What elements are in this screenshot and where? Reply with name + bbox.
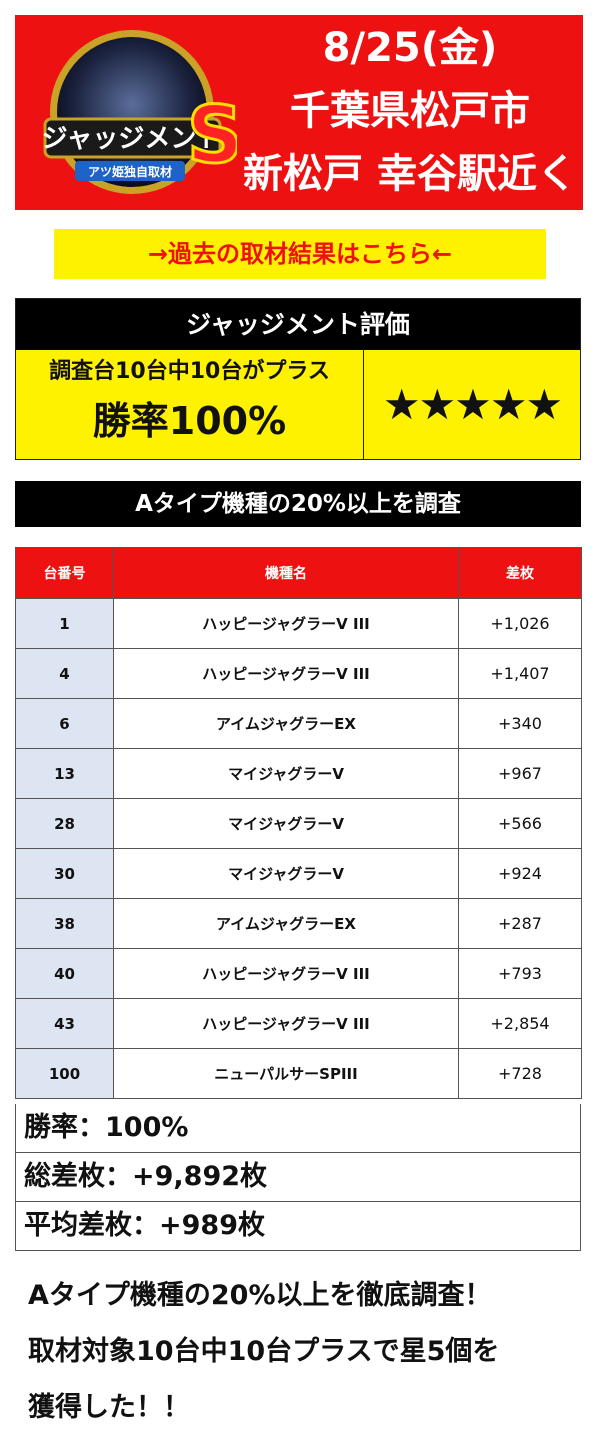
footer-line-2: 取材対象10台中10台プラスで星5個を	[28, 1336, 500, 1367]
event-location: 千葉県松戸市	[290, 88, 530, 134]
machine-number: 4	[15, 648, 114, 699]
header-difference: 差枚	[458, 547, 582, 599]
results-table: 台番号 機種名 差枚 1 ハッピージャグラーV III +1,026 4 ハッピ…	[15, 547, 582, 1099]
header-machine-number: 台番号	[15, 547, 114, 599]
machine-name: ハッピージャグラーV III	[113, 948, 459, 999]
machine-name: ニューパルサーSPIII	[113, 1048, 459, 1099]
coin-difference: +287	[458, 898, 582, 949]
table-row: 13 マイジャグラーV +967	[15, 748, 582, 799]
machine-number: 1	[15, 598, 114, 649]
machine-name: アイムジャグラーEX	[113, 898, 459, 949]
evaluation-summary: 調査台10台中10台がプラス	[49, 359, 330, 384]
machine-number: 30	[15, 848, 114, 899]
machine-name: アイムジャグラーEX	[113, 698, 459, 749]
store-name: 新松戸 幸谷駅近く	[243, 151, 577, 197]
table-row: 100 ニューパルサーSPIII +728	[15, 1048, 582, 1099]
machine-name: ハッピージャグラーV III	[113, 648, 459, 699]
machine-name: マイジャグラーV	[113, 848, 459, 899]
judgment-logo: ジャッジメント アツ姫独自取材 S	[42, 30, 237, 194]
coin-difference: +2,854	[458, 998, 582, 1049]
judgment-evaluation: ジャッジメント評価 調査台10台中10台がプラス 勝率100% ★★★★★	[15, 298, 581, 460]
svg-text:S: S	[187, 91, 237, 181]
machine-number: 40	[15, 948, 114, 999]
coin-difference: +340	[458, 698, 582, 749]
table-row: 28 マイジャグラーV +566	[15, 798, 582, 849]
svg-text:ジャッジメント: ジャッジメント	[42, 124, 223, 154]
machine-number: 43	[15, 998, 114, 1049]
coin-difference: +924	[458, 848, 582, 899]
table-row: 30 マイジャグラーV +924	[15, 848, 582, 899]
machine-number: 6	[15, 698, 114, 749]
machine-name: ハッピージャグラーV III	[113, 598, 459, 649]
results-summary: 勝率：100% 総差枚：+9,892枚 平均差枚：+989枚	[15, 1104, 581, 1251]
machine-number: 38	[15, 898, 114, 949]
footer-line-3: 獲得した！！	[28, 1392, 190, 1423]
svg-text:アツ姫独自取材: アツ姫独自取材	[88, 164, 172, 179]
coin-difference: +967	[458, 748, 582, 799]
header-banner: ジャッジメント アツ姫独自取材 S 8/25(金) 千葉県松戸市 新松戸 幸谷駅…	[15, 15, 583, 210]
machine-name: ハッピージャグラーV III	[113, 998, 459, 1049]
machine-name: マイジャグラーV	[113, 798, 459, 849]
footer-comment: Aタイプ機種の20%以上を徹底調査！ 取材対象10台中10台プラスで星5個を 獲…	[28, 1268, 588, 1436]
table-header-row: 台番号 機種名 差枚	[15, 547, 582, 599]
coin-difference: +1,026	[458, 598, 582, 649]
table-row: 40 ハッピージャグラーV III +793	[15, 948, 582, 999]
coin-difference: +728	[458, 1048, 582, 1099]
table-row: 6 アイムジャグラーEX +340	[15, 698, 582, 749]
star-rating: ★★★★★	[364, 350, 580, 459]
summary-total-difference: 総差枚：+9,892枚	[16, 1152, 580, 1201]
table-row: 1 ハッピージャグラーV III +1,026	[15, 598, 582, 649]
machine-number: 13	[15, 748, 114, 799]
machine-number: 28	[15, 798, 114, 849]
evaluation-win-rate: 勝率100%	[92, 399, 287, 443]
survey-title: Aタイプ機種の20%以上を調査	[15, 481, 581, 527]
summary-average-difference: 平均差枚：+989枚	[16, 1201, 580, 1250]
coin-difference: +566	[458, 798, 582, 849]
machine-name: マイジャグラーV	[113, 748, 459, 799]
footer-line-1: Aタイプ機種の20%以上を徹底調査！	[28, 1280, 492, 1311]
summary-win-rate: 勝率：100%	[24, 1112, 189, 1143]
header-machine-name: 機種名	[113, 547, 459, 599]
machine-number: 100	[15, 1048, 114, 1099]
event-date: 8/25(金)	[322, 25, 498, 71]
evaluation-title: ジャッジメント評価	[16, 299, 580, 350]
table-row: 43 ハッピージャグラーV III +2,854	[15, 998, 582, 1049]
coin-difference: +1,407	[458, 648, 582, 699]
past-results-link[interactable]: →過去の取材結果はこちら←	[54, 229, 546, 279]
table-row: 4 ハッピージャグラーV III +1,407	[15, 648, 582, 699]
coin-difference: +793	[458, 948, 582, 999]
table-row: 38 アイムジャグラーEX +287	[15, 898, 582, 949]
